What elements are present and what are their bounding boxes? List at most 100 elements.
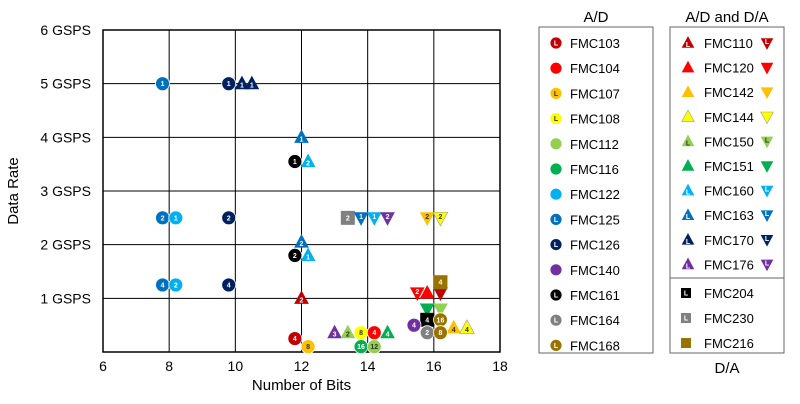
data-point-fmc125-label: 2 — [161, 215, 165, 222]
legend-ad-label: FMC104 — [570, 61, 620, 76]
legend-ad-marker-label: L — [554, 242, 559, 249]
data-point-fmc126: 1 — [221, 76, 237, 92]
legend-ada-down-marker-label: L — [765, 260, 770, 267]
data-point-fmc230: 2 — [340, 210, 355, 225]
data-point-fmc122-label: 1 — [174, 215, 178, 222]
legend-ada-label: FMC170 — [704, 233, 754, 248]
legend-ad-marker-shape — [549, 137, 563, 151]
data-point-fmc163: 1 — [294, 129, 309, 143]
x-tick-label: 14 — [360, 358, 376, 374]
data-point-fmc160-shape — [300, 153, 316, 168]
data-point-fmc116-label: 16 — [357, 344, 365, 351]
data-point-fmc122-shape — [168, 210, 184, 226]
data-point-fmc161-label: 1 — [293, 159, 297, 166]
legend-ada-label: FMC120 — [704, 61, 754, 76]
data-point-fmc163-shape — [353, 212, 369, 226]
legend-ad-title: A/D — [583, 9, 608, 26]
legend-ada-up-marker-label: L — [686, 140, 691, 147]
legend-ad-marker-label: L — [554, 343, 559, 350]
data-point-fmc120: 2 — [409, 287, 425, 301]
legend-ad-marker: L — [549, 338, 563, 352]
data-point-fmc176-shape — [380, 212, 395, 226]
legend-da-marker-shape — [681, 288, 691, 298]
data-point-fmc144: 2 — [432, 211, 449, 227]
data-point-fmc110-shape — [294, 290, 309, 304]
legend-ad-marker: L — [549, 36, 563, 50]
legend-ad-marker-shape — [549, 212, 563, 226]
legend-ada-up-marker-shape — [681, 60, 695, 73]
data-point-fmc112: 12 — [366, 339, 382, 355]
legend-da-marker-label: L — [684, 316, 689, 323]
legend-ada-up-marker-shape — [681, 85, 695, 97]
data-point-fmc144-label: 4 — [465, 327, 469, 334]
data-point-fmc140-label: 4 — [412, 323, 416, 330]
data-point-fmc144-label: 2 — [438, 214, 442, 221]
data-point-fmc116: 16 — [353, 339, 369, 355]
data-point-fmc161-label: 2 — [293, 253, 297, 260]
legend-ada-down-marker-label: L — [765, 211, 770, 218]
data-point-fmc112-label: 12 — [370, 344, 378, 351]
legend-ad-label: FMC103 — [570, 36, 620, 51]
legend-ada-up-marker: L — [681, 257, 695, 270]
data-point-fmc150-shape — [340, 324, 356, 339]
legend-ad-marker-label: L — [554, 318, 559, 325]
legend-ad-label: FMC140 — [570, 263, 620, 278]
legend-ad-label: FMC107 — [570, 86, 620, 101]
data-point-fmc160-shape — [366, 212, 382, 226]
legend-ada-down-marker-shape — [760, 185, 774, 198]
legend-ad-marker-shape — [549, 187, 563, 201]
data-point-fmc163-label: 1 — [300, 136, 304, 143]
y-tick-label: 5 GSPS — [40, 76, 91, 92]
legend-ad-marker-shape — [549, 162, 563, 176]
data-point-fmc120-shape — [409, 287, 425, 301]
y-axis-title: Data Rate — [5, 157, 22, 225]
legend-ad-marker — [549, 263, 563, 277]
data-point-fmc160-shape — [300, 247, 316, 261]
data-point-fmc122-label: 2 — [174, 282, 178, 289]
legend-ad-marker-label: L — [554, 217, 559, 224]
data-point-fmc150 — [433, 303, 448, 318]
legend-ada-down-marker-shape — [760, 38, 774, 50]
legend-ad-marker-label: L — [554, 41, 559, 48]
legend-ada-up-marker: L — [681, 36, 695, 49]
legend-ada-up-marker-label: L — [686, 190, 691, 197]
legend-ada-down-marker: L — [760, 136, 774, 149]
data-point-fmc161: 2 — [287, 247, 303, 263]
legend-ada-down-marker: L — [760, 210, 774, 223]
legend-ada-down-marker-shape — [760, 259, 774, 272]
data-point-fmc107-label: 8 — [306, 344, 310, 351]
data-point-fmc168: 16 — [433, 312, 448, 328]
legend-ada-up-marker-shape — [681, 232, 695, 245]
data-point-fmc176: 3 — [327, 324, 342, 339]
data-point-fmc170: 1 — [234, 75, 250, 90]
legend-ad-marker-shape — [549, 61, 563, 75]
data-point-fmc160: 1 — [300, 247, 316, 261]
legend-ad-marker — [549, 137, 563, 151]
legend-ad-marker-label: L — [554, 91, 559, 98]
legend-ad-marker — [549, 61, 563, 75]
data-point-fmc144-shape — [459, 319, 475, 334]
data-point-fmc120-shape — [419, 284, 435, 299]
legend-ada-up-marker: L — [681, 208, 695, 221]
data-point-fmc126-label: 4 — [227, 282, 231, 289]
legend-ada-down-marker-shape — [760, 136, 774, 149]
legend-ada-label: FMC176 — [704, 257, 754, 272]
legend-ada-up-marker-shape — [681, 134, 695, 147]
legend-ada-down-marker: L — [760, 185, 774, 198]
legend-ad-marker-label: L — [554, 116, 559, 123]
legend-ad-label: FMC164 — [570, 313, 620, 328]
legend-ada-up-marker-shape — [681, 208, 695, 220]
legend-ada-label: FMC163 — [704, 208, 754, 223]
data-point-fmc125: 2 — [155, 210, 170, 226]
legend-ada-label: FMC142 — [704, 85, 754, 100]
data-point-fmc216-shape — [433, 275, 448, 290]
data-point-fmc110: 2 — [294, 290, 309, 304]
data-point-fmc160-label: 2 — [306, 160, 310, 167]
legend-ada-down-marker-shape — [760, 87, 774, 100]
data-point-fmc110-label: 2 — [300, 297, 304, 304]
data-point-fmc176: 2 — [380, 212, 395, 226]
data-point-fmc126-shape — [221, 76, 237, 92]
data-point-fmc110-shape — [433, 287, 448, 301]
data-point-fmc151: 4 — [380, 324, 395, 339]
